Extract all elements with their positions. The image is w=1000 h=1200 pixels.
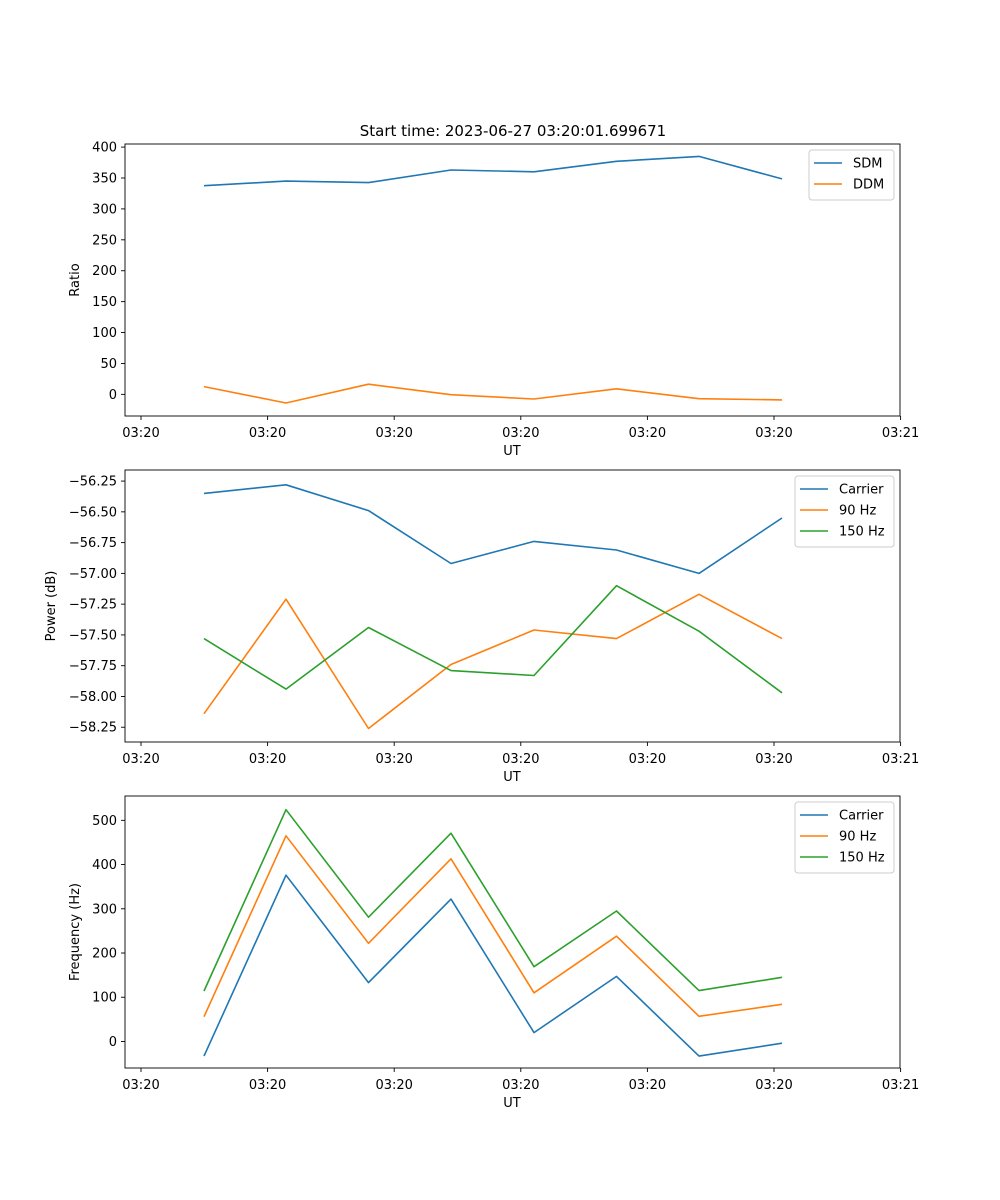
x-tick-label: 03:20 <box>249 752 286 767</box>
legend-label: DDM <box>853 178 884 193</box>
y-tick-label: −58.00 <box>69 690 117 705</box>
frequency-plot: 0 100 200 300 400 500 03:20 03:20 03:20 03:20 03:2… <box>68 795 919 1111</box>
y-tick-label: 0 <box>109 388 117 403</box>
legend: SDM DDM <box>808 149 895 201</box>
y-tick-label: −57.75 <box>69 659 117 674</box>
x-tick-label: 03:20 <box>122 426 159 441</box>
series-line-2-1 <box>203 834 783 1018</box>
legend-label: Carrier <box>839 809 884 824</box>
y-tick-label: 400 <box>92 141 117 156</box>
axes-frame <box>124 143 901 417</box>
x-tick-label: 03:20 <box>755 426 792 441</box>
x-tick-label: 03:21 <box>882 752 919 767</box>
legend-label: SDM <box>853 157 882 172</box>
axes-frame <box>124 469 901 743</box>
legend: Carrier 90 Hz 150 Hz <box>794 801 895 874</box>
series-line-2-0 <box>203 874 783 1057</box>
x-tick-label: 03:20 <box>122 752 159 767</box>
y-tick-label: −58.25 <box>69 721 117 736</box>
y-tick-label: 150 <box>92 295 117 310</box>
x-tick-label: 03:20 <box>249 1078 286 1093</box>
series-line-1-2 <box>203 584 783 694</box>
y-tick-label: −56.25 <box>69 475 117 490</box>
legend: Carrier 90 Hz 150 Hz <box>794 475 895 548</box>
x-tick-label: 03:21 <box>882 1078 919 1093</box>
y-tick-label: 300 <box>92 202 117 217</box>
y-tick-label: −56.50 <box>69 505 117 520</box>
x-tick-label: 03:20 <box>629 426 666 441</box>
y-tick-label: 100 <box>92 991 117 1006</box>
legend-label: Carrier <box>839 483 884 498</box>
legend-box <box>794 801 895 874</box>
x-tick-label: 03:20 <box>122 1078 159 1093</box>
x-tick-label: 03:20 <box>502 426 539 441</box>
x-tick-label: 03:20 <box>375 426 412 441</box>
y-tick-label: −57.25 <box>69 598 117 613</box>
x-tick-label: 03:20 <box>249 426 286 441</box>
y-tick-label: 200 <box>92 947 117 962</box>
y-tick-label: −57.00 <box>69 567 117 582</box>
x-tick-label: 03:20 <box>502 1078 539 1093</box>
legend-label: 150 Hz <box>839 525 885 540</box>
series-line-2-2 <box>203 808 783 992</box>
legend-label: 90 Hz <box>839 504 876 519</box>
x-tick-label: 03:20 <box>375 1078 412 1093</box>
figure-title: Start time: 2023-06-27 03:20:01.699671 <box>360 122 666 140</box>
series-line-0-0 <box>203 155 783 187</box>
y-tick-label: −57.50 <box>69 628 117 643</box>
ratio-plot: 0 50 100 150 200 250 300 350 400 03:20 03:20 03:20 0… <box>68 141 919 459</box>
y-tick-label: 400 <box>92 858 117 873</box>
y-tick-label: 500 <box>92 814 117 829</box>
y-tick-label: 200 <box>92 264 117 279</box>
series-line-1-1 <box>203 593 783 730</box>
y-tick-label: −56.75 <box>69 536 117 551</box>
x-tick-label: 03:20 <box>629 1078 666 1093</box>
series-line-0-1 <box>203 383 783 404</box>
y-tick-label: 300 <box>92 902 117 917</box>
y-axis-label: Power (dB) <box>44 571 59 642</box>
x-tick-label: 03:21 <box>882 426 919 441</box>
y-tick-label: 0 <box>109 1035 117 1050</box>
legend-label: 150 Hz <box>839 851 885 866</box>
power-plot: −58.25 −58.00 −57.75 −57.50 −57.25 −57.00 −56.… <box>44 469 919 785</box>
series-line-1-0 <box>203 483 783 575</box>
x-axis-label: UT <box>503 770 521 785</box>
y-axis-label: Ratio <box>68 263 83 296</box>
axes-frame <box>124 795 901 1069</box>
y-tick-label: 350 <box>92 172 117 187</box>
x-tick-label: 03:20 <box>755 1078 792 1093</box>
legend-label: 90 Hz <box>839 830 876 845</box>
y-tick-label: 100 <box>92 326 117 341</box>
x-tick-label: 03:20 <box>502 752 539 767</box>
x-axis-label: UT <box>503 444 521 459</box>
x-tick-label: 03:20 <box>375 752 412 767</box>
y-axis-label: Frequency (Hz) <box>68 883 83 981</box>
x-tick-label: 03:20 <box>755 752 792 767</box>
y-tick-label: 50 <box>100 357 117 372</box>
x-axis-label: UT <box>503 1096 521 1111</box>
x-tick-label: 03:20 <box>629 752 666 767</box>
y-tick-label: 250 <box>92 233 117 248</box>
legend-box <box>794 475 895 548</box>
